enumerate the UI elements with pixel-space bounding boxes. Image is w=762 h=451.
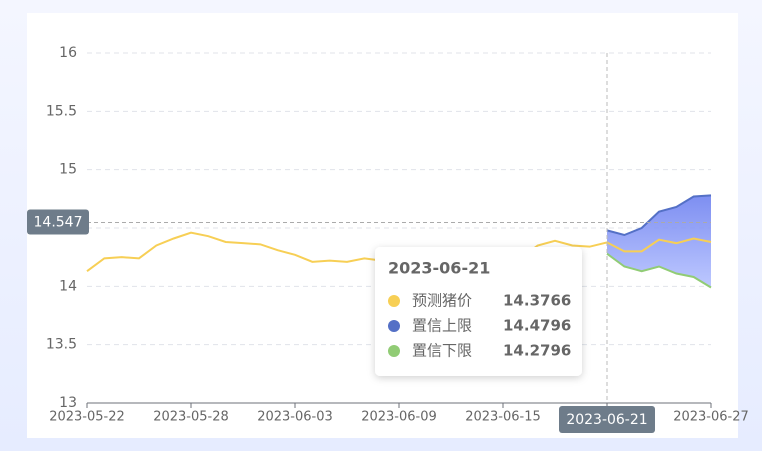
tooltip-value: 14.4796 [503,317,571,335]
x-tick-label: 2023-05-28 [153,410,229,425]
tooltip-value: 14.2796 [503,342,571,360]
tooltip-name: 预测猪价 [412,292,472,310]
y-tick-label: 15.5 [46,103,77,119]
tooltip-value: 14.3766 [503,292,571,310]
y-tick-label: 14 [59,278,77,294]
tooltip-box [375,247,582,376]
y-tick-label: 16 [59,45,77,61]
tooltip-marker [388,320,400,332]
x-tick-label: 2023-05-22 [49,410,125,425]
crosshair-y-box [27,209,89,235]
x-tick-label: 2023-06-27 [673,410,749,425]
y-tick-label: 13 [59,395,77,411]
tooltip-marker [388,345,400,357]
x-tick-label: 2023-06-15 [465,410,541,425]
crosshair-y-label: 14.547 [34,215,83,231]
series-line [606,194,712,237]
tooltip: 2023-06-21 预测猪价 14.3766 置信上限 14.4796 置信下限 14.2… [375,247,582,376]
crosshair-x-box [559,406,655,433]
tooltip-name: 置信上限 [412,317,472,335]
confidence-band [607,195,711,288]
tooltip-marker [388,295,400,307]
x-tick-label: 2023-06-09 [361,410,437,425]
tooltip-title: 2023-06-21 [388,259,490,278]
y-tick-label: 15 [59,162,77,178]
x-tick-label: 2023-06-03 [257,410,333,425]
crosshair-x-label: 2023-06-21 [566,412,647,428]
tooltip-name: 置信下限 [412,342,472,360]
y-tick-label: 13.5 [46,337,77,353]
series-line [606,252,712,289]
